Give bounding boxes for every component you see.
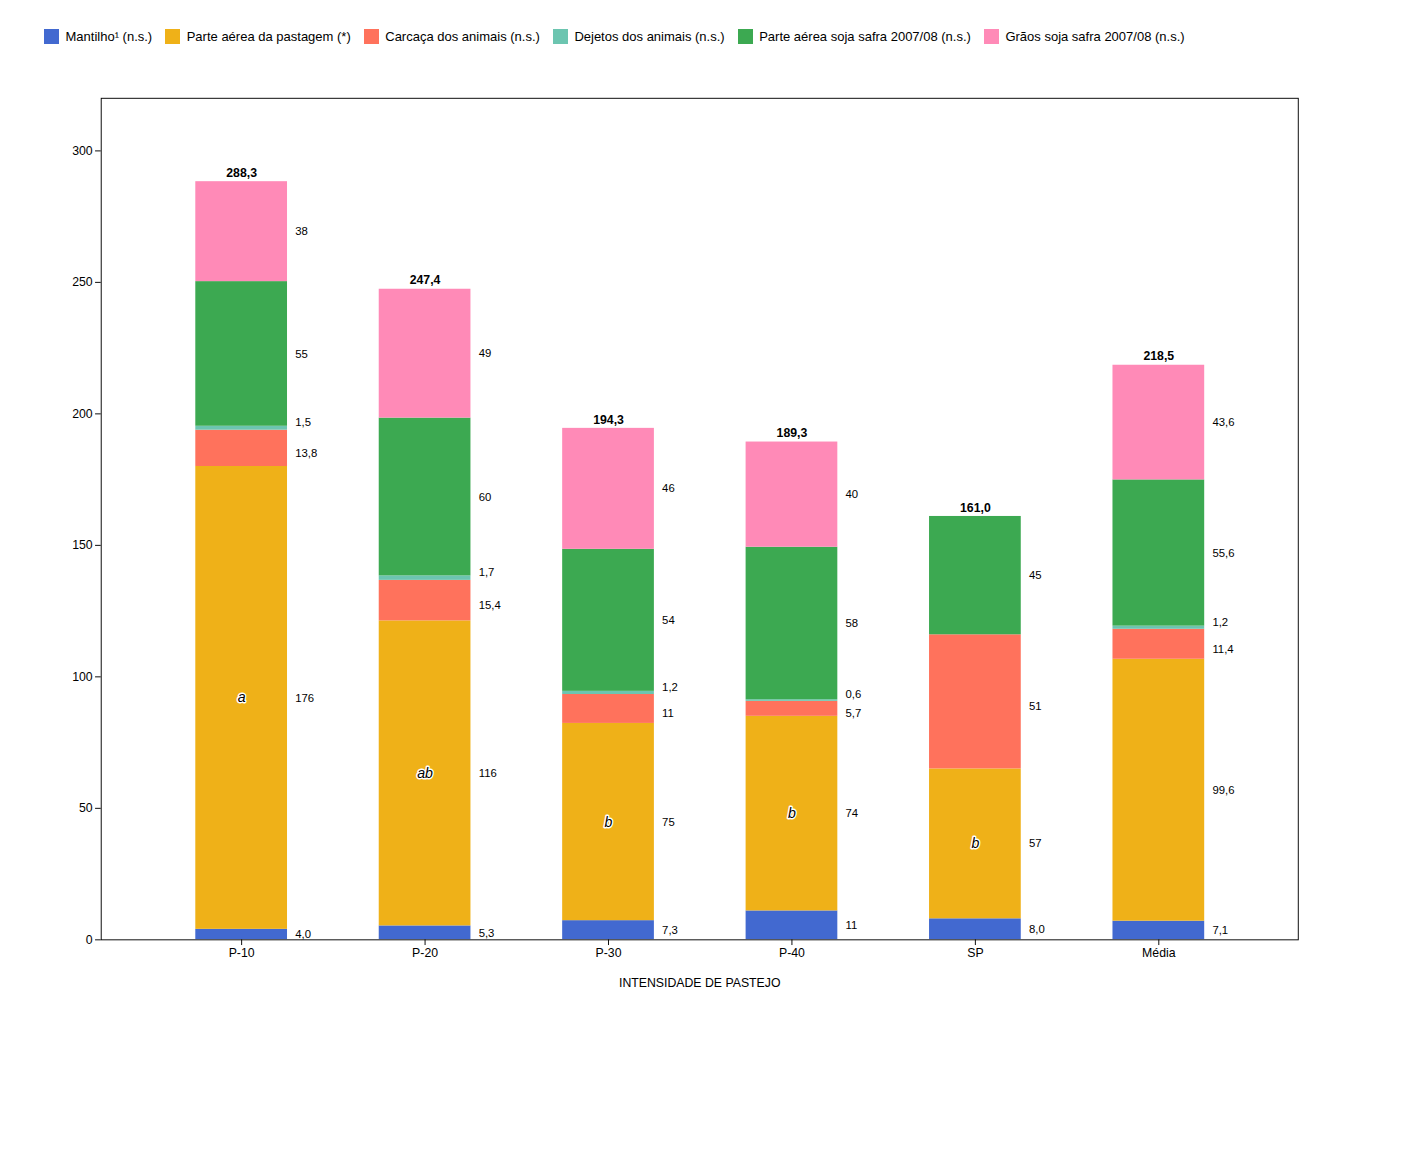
svg-text:58: 58 — [846, 617, 859, 629]
svg-text:15,4: 15,4 — [479, 598, 501, 610]
svg-text:P-10: P-10 — [229, 946, 255, 960]
svg-text:5,3: 5,3 — [479, 926, 495, 938]
svg-text:194,3: 194,3 — [593, 413, 624, 427]
svg-text:100: 100 — [72, 669, 93, 683]
html-text:Parte aérea soja safra 2007/08: Parte aérea soja safra 2007/08 (n.s.) — [759, 29, 971, 44]
svg-text:0: 0 — [86, 932, 93, 946]
svg-text:55: 55 — [295, 347, 308, 359]
svg-text:46: 46 — [662, 482, 675, 494]
svg-text:SP: SP — [967, 946, 983, 960]
svg-text:11,4: 11,4 — [1212, 642, 1233, 654]
svg-text:40: 40 — [846, 488, 859, 500]
svg-text:43,6: 43,6 — [1212, 416, 1234, 428]
svg-text:51: 51 — [1029, 700, 1042, 712]
svg-text:1,2: 1,2 — [662, 680, 678, 692]
svg-text:250: 250 — [72, 275, 93, 289]
svg-text:4,0: 4,0 — [295, 928, 311, 940]
svg-text:11: 11 — [846, 918, 858, 930]
svg-text:54: 54 — [662, 613, 675, 625]
svg-text:P-30: P-30 — [596, 946, 622, 960]
svg-text:13,8: 13,8 — [295, 446, 317, 458]
svg-text:49: 49 — [479, 347, 492, 359]
svg-text:7,3: 7,3 — [662, 923, 678, 935]
svg-text:60: 60 — [479, 490, 492, 502]
html-text:Parte aérea da pastagem (*): Parte aérea da pastagem (*) — [186, 29, 351, 44]
svg-text:P-40: P-40 — [779, 946, 805, 960]
svg-text:55,6: 55,6 — [1212, 546, 1234, 558]
html-text:Grãos soja safra 2007/08 (n.s.: Grãos soja safra 2007/08 (n.s.) — [1005, 29, 1185, 44]
html-text:Carcaça dos animais (n.s.): Carcaça dos animais (n.s.) — [385, 29, 540, 44]
svg-text:189,3: 189,3 — [777, 426, 808, 440]
svg-text:99,6: 99,6 — [1212, 783, 1234, 795]
svg-text:7,1: 7,1 — [1212, 924, 1228, 936]
svg-text:74: 74 — [846, 807, 859, 819]
svg-text:8,0: 8,0 — [1029, 922, 1045, 934]
svg-text:P-20: P-20 — [412, 946, 438, 960]
svg-text:200: 200 — [72, 406, 93, 420]
svg-text:0,6: 0,6 — [846, 688, 862, 700]
svg-text:161,0: 161,0 — [960, 500, 991, 514]
svg-text:218,5: 218,5 — [1143, 349, 1174, 363]
svg-text:150: 150 — [72, 538, 93, 552]
svg-text:57: 57 — [1029, 837, 1042, 849]
svg-text:Média: Média — [1142, 946, 1176, 960]
svg-text:b: b — [788, 805, 796, 821]
svg-text:1,7: 1,7 — [479, 566, 495, 578]
svg-text:a: a — [238, 689, 246, 705]
svg-text:288,3: 288,3 — [226, 165, 257, 179]
svg-text:116: 116 — [479, 766, 497, 778]
svg-text:11: 11 — [662, 707, 674, 719]
svg-text:1,5: 1,5 — [295, 416, 311, 428]
svg-text:b: b — [971, 835, 979, 851]
svg-text:50: 50 — [79, 801, 93, 815]
svg-text:38: 38 — [295, 225, 308, 237]
svg-text:300: 300 — [72, 143, 93, 157]
svg-text:INTENSIDADE DE PASTEJO: INTENSIDADE DE PASTEJO — [619, 976, 781, 990]
html-text:Mantilho¹ (n.s.): Mantilho¹ (n.s.) — [65, 29, 153, 44]
svg-text:247,4: 247,4 — [410, 273, 441, 287]
svg-text:75: 75 — [662, 815, 675, 827]
svg-text:1,2: 1,2 — [1212, 615, 1228, 627]
svg-text:5,7: 5,7 — [846, 707, 862, 719]
svg-text:b: b — [605, 813, 613, 829]
html-text:Dejetos dos animais (n.s.): Dejetos dos animais (n.s.) — [574, 29, 725, 44]
svg-text:176: 176 — [295, 691, 314, 703]
svg-text:ab: ab — [417, 764, 433, 780]
svg-text:45: 45 — [1029, 569, 1042, 581]
